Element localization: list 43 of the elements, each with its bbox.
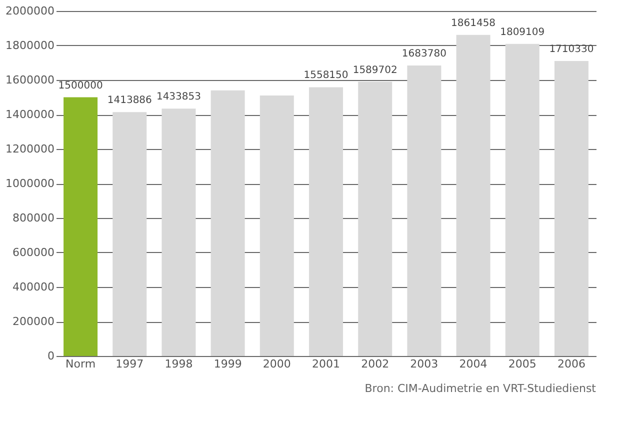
bar (112, 112, 147, 356)
y-tick-label: 1600000 (6, 74, 54, 86)
data-label: 1500000 (58, 80, 103, 92)
x-tick-label: 2001 (312, 358, 340, 370)
bar (260, 96, 294, 356)
bar (210, 90, 245, 356)
y-tick-label: 1200000 (6, 142, 54, 156)
x-tick-label: 1997 (116, 358, 144, 370)
data-label: 1710330 (549, 44, 594, 55)
data-label: 1558150 (304, 70, 348, 82)
x-tick-label: 2000 (262, 358, 291, 370)
y-tick-label: 2000000 (6, 4, 54, 18)
bar (505, 44, 540, 356)
x-tick-label: 2005 (508, 358, 536, 370)
y-tick-label: 800000 (12, 212, 54, 224)
y-tick-label: 200000 (12, 315, 54, 328)
bar (358, 82, 392, 356)
bar (162, 108, 196, 356)
data-label: 1861458 (451, 18, 496, 29)
x-tick-label: 2002 (361, 358, 390, 370)
data-label: 1683780 (402, 48, 446, 60)
x-tick-label: 1999 (214, 358, 242, 370)
x-tick-label: Norm (66, 358, 96, 370)
bar (554, 60, 588, 356)
bar (64, 97, 98, 356)
data-label: 1589702 (352, 64, 398, 76)
y-tick-label: 400000 (12, 280, 54, 294)
x-tick-label: 1998 (164, 358, 193, 370)
y-tick-label: 1000000 (6, 177, 54, 190)
text: Bron: CIM-Audimetrie en VRT-Studiedienst (364, 382, 597, 395)
y-tick-label: 0 (48, 350, 54, 362)
x-tick-label: 2003 (410, 358, 438, 370)
x-tick-label: 2006 (557, 358, 586, 370)
bar (407, 66, 442, 356)
bar (456, 34, 490, 356)
y-tick-label: 1800000 (6, 39, 54, 52)
data-label: 1413886 (107, 95, 152, 106)
data-label: 1433853 (156, 92, 201, 103)
y-tick-label: 600000 (12, 246, 54, 259)
x-tick-label: 2004 (459, 358, 488, 370)
y-tick-label: 1400000 (6, 108, 54, 121)
bar (309, 87, 343, 356)
data-label: 1809109 (500, 26, 545, 38)
